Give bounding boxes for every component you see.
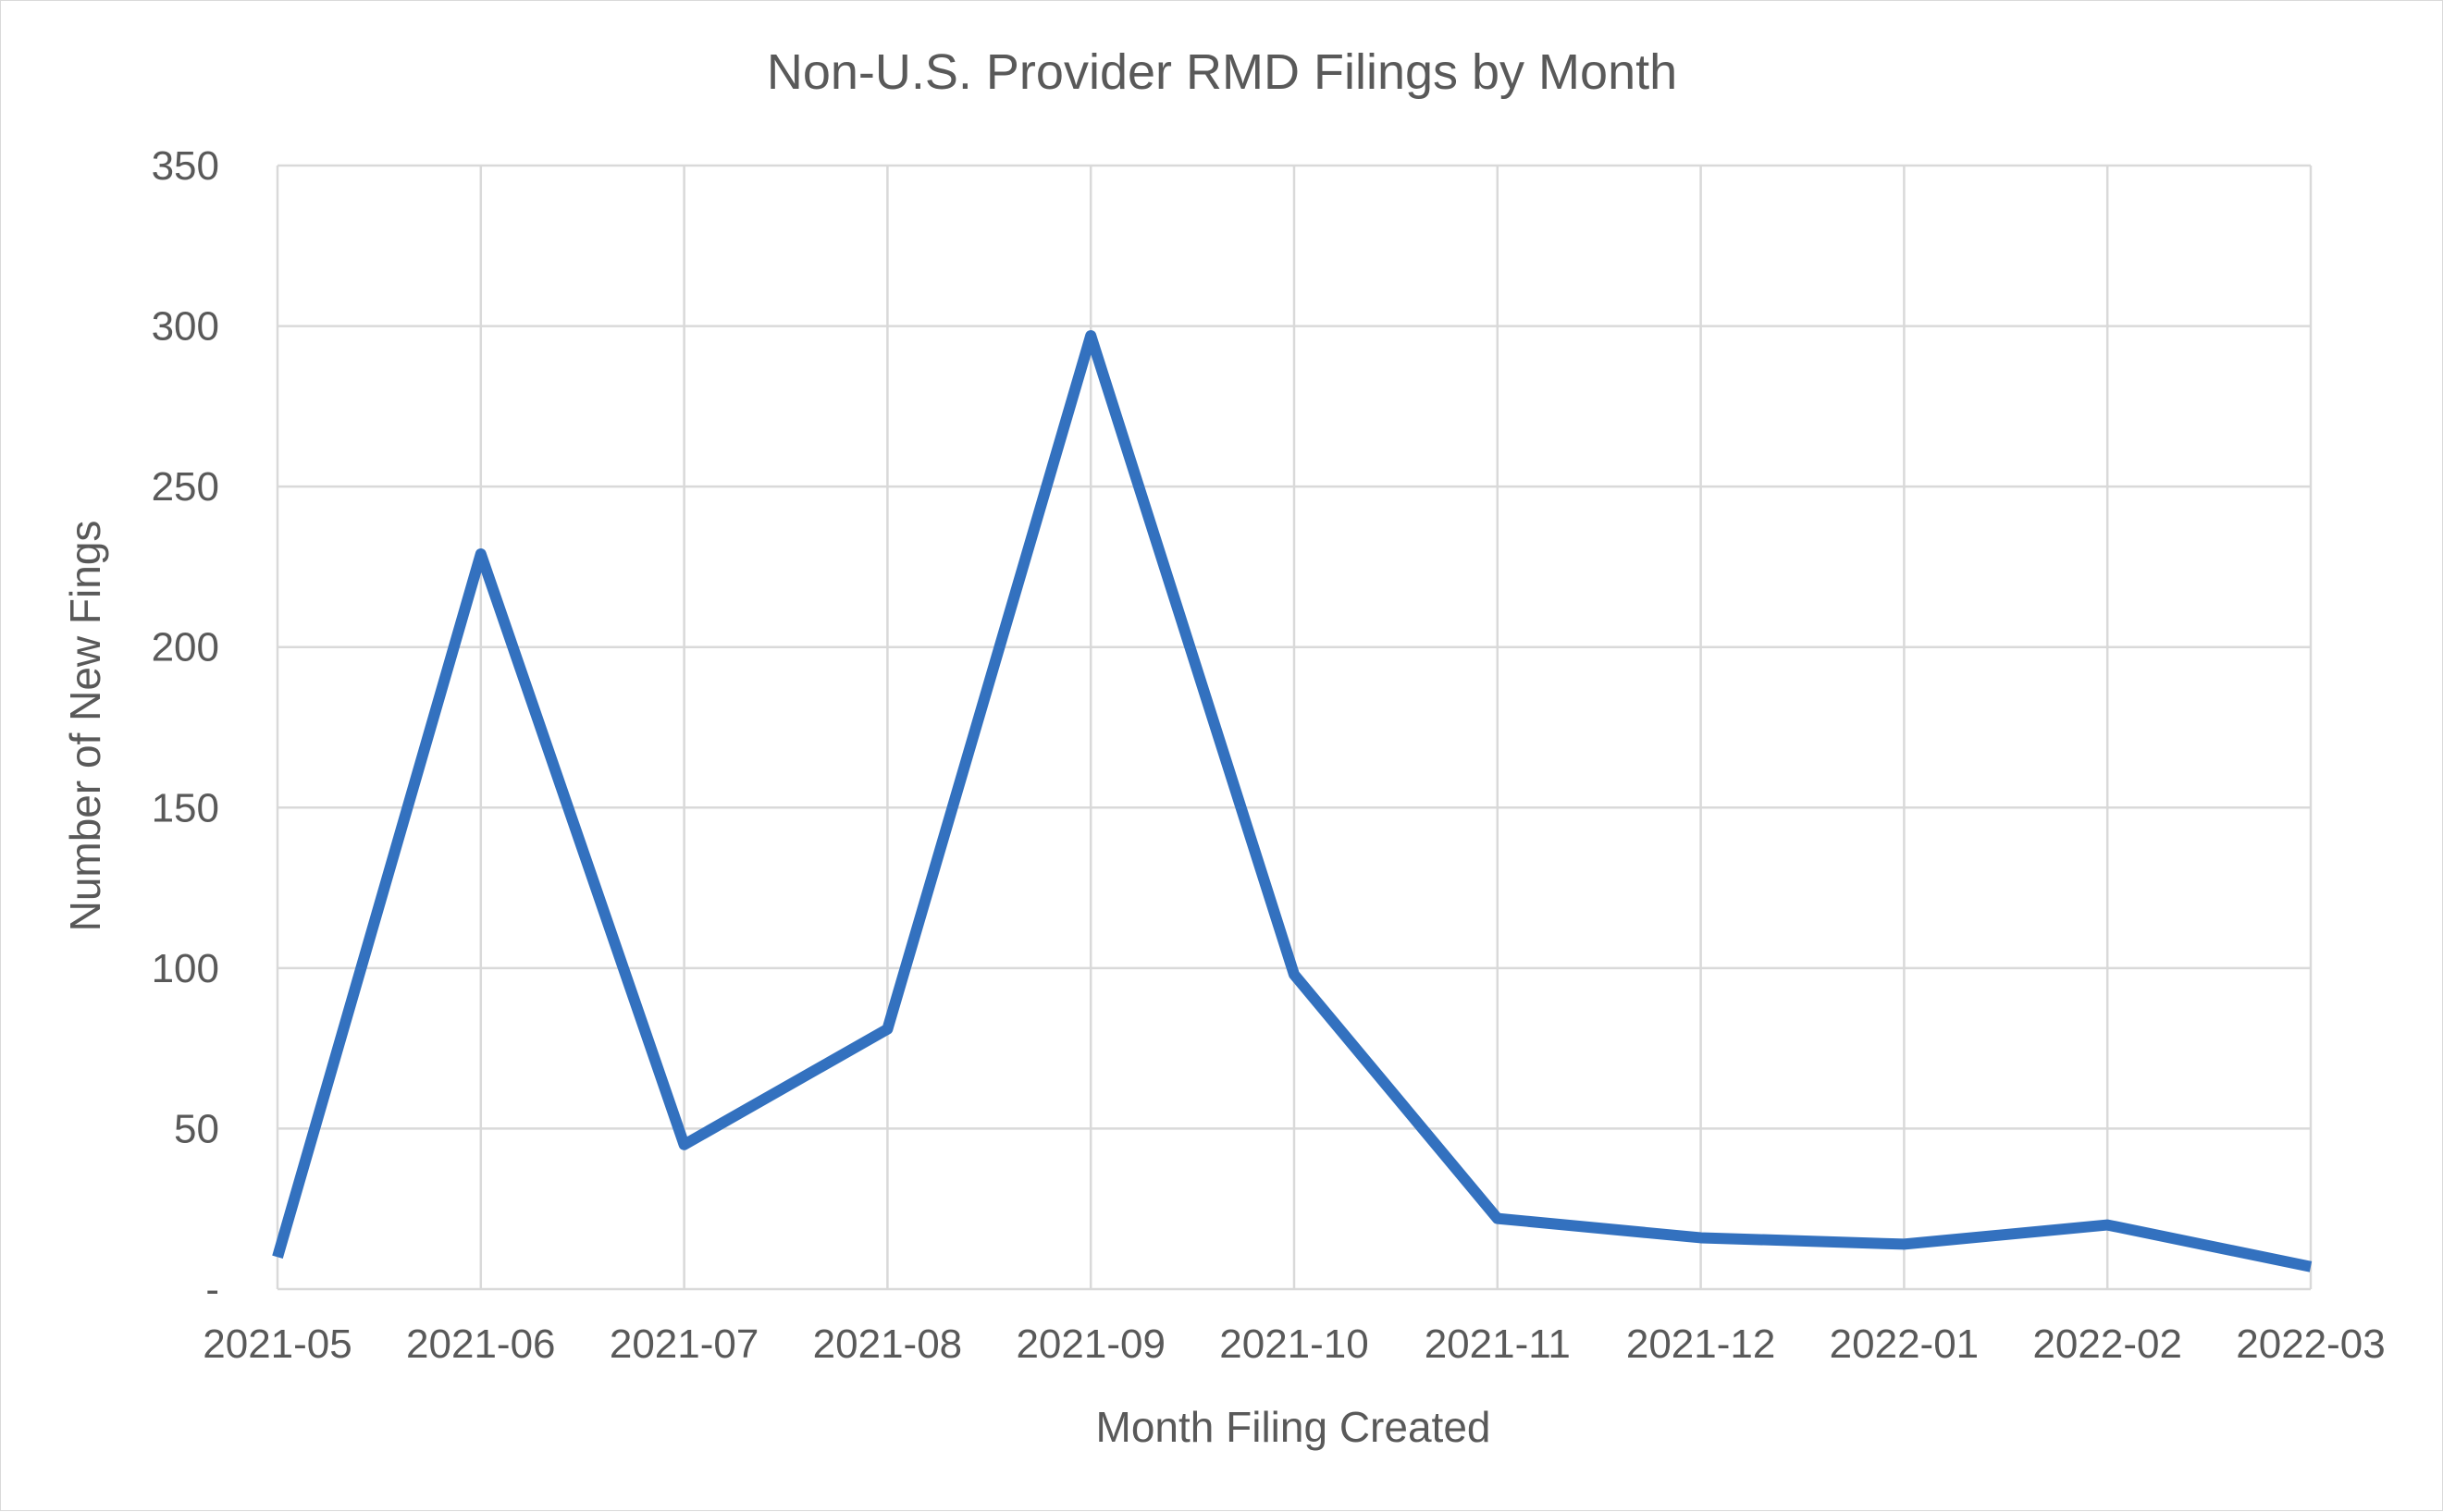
x-tick-label: 2021-12	[1626, 1321, 1775, 1367]
y-tick-label: -	[205, 1267, 219, 1312]
x-axis-title: Month Filing Created	[1096, 1403, 1491, 1451]
x-tick-label: 2021-10	[1219, 1321, 1368, 1367]
y-axis-title: Number of New Fings	[61, 521, 109, 932]
y-tick-label: 100	[152, 946, 219, 991]
grid-layer	[278, 166, 2311, 1289]
x-tick-label: 2022-01	[1830, 1321, 1979, 1367]
x-tick-label: 2021-06	[406, 1321, 555, 1367]
y-tick-label: 250	[152, 464, 219, 510]
x-tick-label: 2021-11	[1425, 1321, 1571, 1367]
x-tick-label: 2022-02	[2032, 1321, 2181, 1367]
y-tick-label: 350	[152, 143, 219, 189]
x-tick-label: 2021-08	[813, 1321, 962, 1367]
x-tick-label: 2022-03	[2236, 1321, 2385, 1367]
y-tick-label: 300	[152, 304, 219, 350]
y-tick-label: 200	[152, 625, 219, 670]
y-tick-label: 50	[174, 1106, 219, 1151]
y-tick-label: 150	[152, 785, 219, 830]
x-tick-label: 2021-07	[610, 1321, 759, 1367]
chart-title: Non-U.S. Provider RMD Filings by Month	[767, 44, 1677, 100]
x-tick-label: 2021-09	[1016, 1321, 1165, 1367]
x-tick-label: 2021-05	[203, 1321, 352, 1367]
